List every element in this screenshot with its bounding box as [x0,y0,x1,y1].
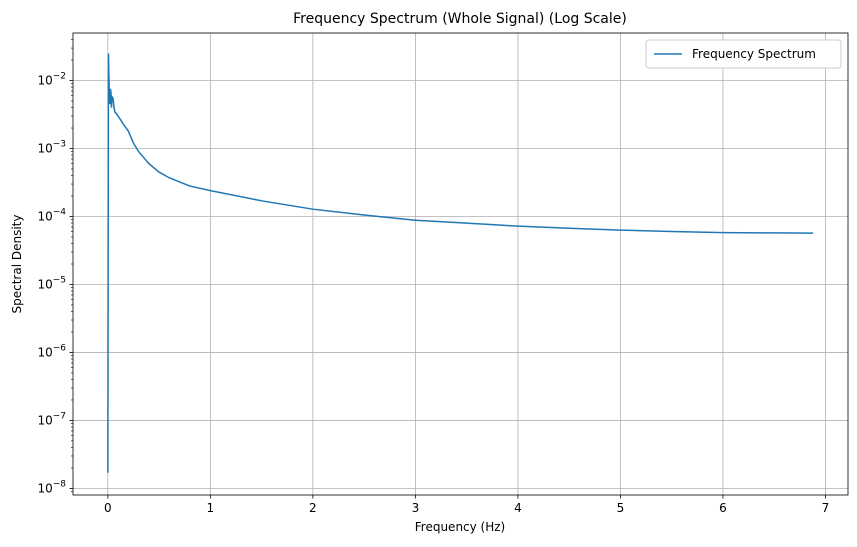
x-tick-label: 4 [514,501,522,515]
y-tick-label: 10−4 [37,207,66,223]
x-tick-label: 5 [617,501,625,515]
y-tick-label: 10−6 [37,343,66,359]
ticks [69,39,826,499]
legend: Frequency Spectrum [645,39,842,69]
x-axis-label: Frequency (Hz) [415,520,506,534]
x-tick-label: 3 [412,501,420,515]
chart-title: Frequency Spectrum (Whole Signal) (Log S… [293,11,627,27]
y-tick-label: 10−3 [37,140,66,156]
x-tick-label: 2 [309,501,317,515]
y-tick-label: 10−2 [37,72,66,88]
y-tick-label: 10−7 [37,411,66,427]
grid [73,33,848,495]
y-axis-label: Spectral Density [10,215,24,314]
legend-box [645,39,842,69]
x-tick-label: 7 [822,501,830,515]
tick-labels: 0 1 2 3 4 5 6 7 10−8 10−7 10−6 10−5 10−4 10−3 10−2 [37,72,829,515]
x-tick-label: 0 [104,501,112,515]
y-tick-label: 10−8 [37,479,66,495]
series-line-frequency-spectrum [107,53,814,473]
legend-label-frequency-spectrum: Frequency Spectrum [692,47,816,61]
y-tick-label: 10−5 [37,275,66,291]
x-tick-label: 1 [207,501,215,515]
x-tick-label: 6 [719,501,727,515]
